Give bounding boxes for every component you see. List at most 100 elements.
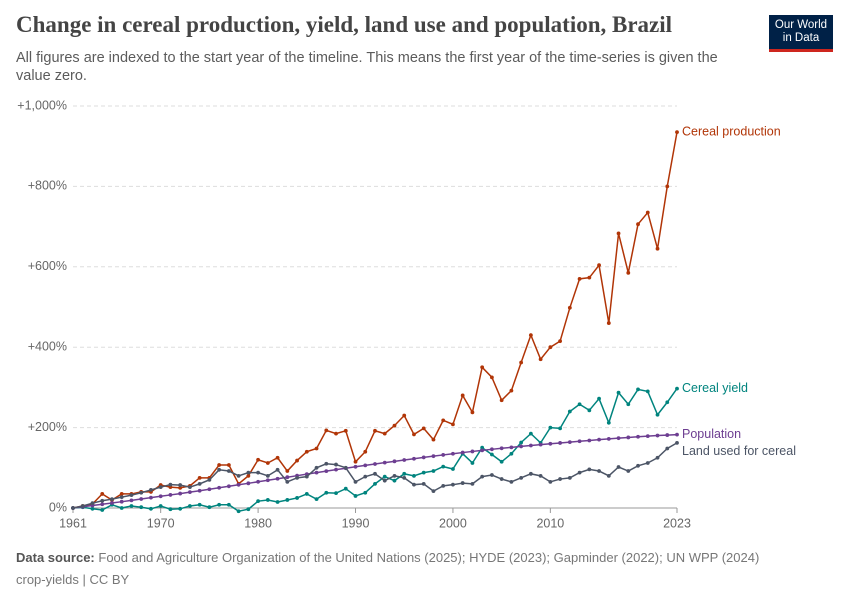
data-point [665, 184, 670, 189]
data-point [275, 467, 280, 472]
data-point [246, 507, 251, 512]
data-point [421, 470, 426, 475]
data-point [139, 490, 144, 495]
data-point [636, 387, 640, 392]
data-point [217, 467, 222, 472]
data-point [246, 473, 251, 478]
data-point [197, 488, 202, 493]
data-point [217, 502, 222, 507]
data-point [343, 428, 348, 433]
data-point [519, 444, 524, 449]
data-point [412, 473, 416, 478]
data-point [616, 390, 621, 395]
data-point [597, 437, 601, 442]
data-point [655, 433, 660, 438]
data-point [392, 478, 397, 483]
data-point [363, 463, 368, 468]
data-point [90, 506, 95, 511]
data-point [353, 479, 358, 484]
y-tick-label: +1,000% [17, 98, 67, 112]
note: crop-yields | CC BY [16, 572, 130, 587]
data-point [129, 493, 134, 498]
y-tick-label: +600% [28, 259, 67, 273]
data-point [538, 442, 543, 447]
data-point [626, 469, 631, 473]
data-point [509, 479, 514, 484]
data-point [490, 473, 494, 477]
data-point [285, 479, 290, 484]
data-point [675, 440, 679, 445]
data-point [217, 485, 222, 490]
data-point [256, 470, 260, 475]
data-point [158, 494, 163, 499]
data-point [655, 412, 660, 417]
data-point [188, 490, 192, 495]
data-point [178, 483, 183, 487]
data-point [538, 357, 543, 362]
data-point [587, 408, 592, 413]
logo[interactable]: Our World in Data [769, 15, 833, 52]
x-tick-label: 2000 [439, 516, 467, 530]
data-point [129, 498, 134, 503]
data-point [100, 502, 105, 507]
data-point [490, 447, 494, 452]
data-point [616, 465, 621, 469]
data-point [382, 474, 387, 479]
data-point [636, 222, 640, 227]
data-point [431, 489, 436, 494]
data-point [655, 246, 660, 251]
data-point [441, 418, 446, 423]
data-point [567, 475, 572, 480]
data-point [324, 490, 329, 495]
source: Food and Agriculture Organization of the… [98, 550, 760, 565]
data-point [441, 483, 446, 488]
data-point [197, 481, 202, 486]
data-point [119, 499, 124, 504]
data-point [363, 490, 368, 495]
data-point [382, 431, 387, 436]
data-point [236, 509, 241, 514]
data-point [577, 402, 582, 407]
data-point [548, 441, 553, 446]
data-point [538, 473, 543, 478]
data-point [100, 498, 105, 503]
data-point [139, 497, 144, 501]
logo-text: Our World [774, 19, 828, 31]
x-tick-label: 2010 [536, 516, 564, 530]
data-point [665, 433, 670, 437]
data-point [178, 491, 183, 496]
data-point [158, 485, 163, 489]
data-point [226, 463, 231, 467]
y-tick-label: +200% [28, 420, 67, 434]
data-point [149, 495, 153, 500]
data-point [645, 389, 650, 394]
data-point [402, 458, 407, 462]
data-point [606, 473, 611, 478]
data-point [304, 474, 309, 479]
data-point [499, 446, 504, 451]
data-point [314, 465, 319, 470]
footer: Data source: Food and Agriculture Organi… [16, 547, 759, 591]
data-point [324, 428, 329, 433]
data-point [265, 461, 270, 465]
data-point [480, 448, 485, 453]
data-point [363, 474, 368, 479]
data-point [149, 488, 153, 492]
data-point [295, 475, 299, 480]
data-point [246, 481, 251, 486]
data-point [509, 445, 514, 450]
data-point [71, 506, 75, 510]
data-point [226, 469, 231, 473]
data-point [100, 508, 105, 512]
chart-subtitle: All figures are indexed to the start yea… [16, 50, 718, 84]
data-point [490, 375, 494, 380]
data-point [295, 458, 299, 463]
data-point [665, 400, 670, 405]
data-point [412, 482, 416, 487]
data-point [499, 398, 504, 403]
x-tick-label: 1980 [244, 516, 272, 530]
data-point [567, 409, 572, 414]
data-point [626, 270, 631, 275]
data-point [324, 469, 329, 474]
data-point [509, 451, 514, 456]
